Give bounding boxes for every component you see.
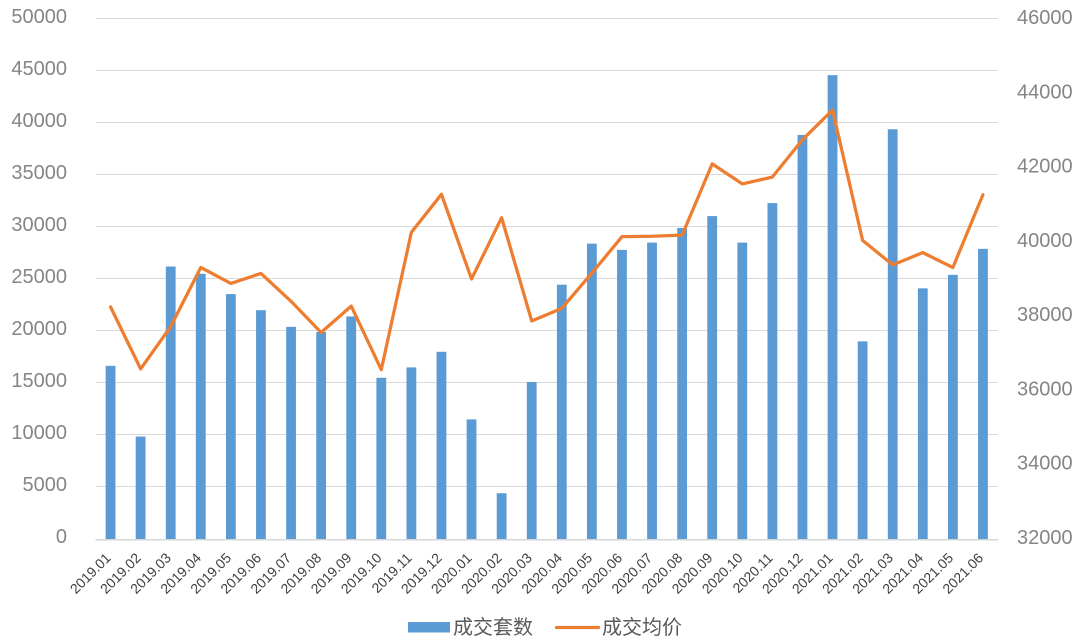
svg-text:46000: 46000	[1017, 7, 1073, 29]
svg-text:45000: 45000	[11, 58, 67, 80]
svg-text:36000: 36000	[1017, 378, 1073, 400]
svg-text:32000: 32000	[1017, 527, 1073, 549]
svg-text:15000: 15000	[11, 370, 67, 392]
svg-text:38000: 38000	[1017, 304, 1073, 326]
svg-text:30000: 30000	[11, 214, 67, 236]
svg-text:34000: 34000	[1017, 453, 1073, 475]
svg-text:50000: 50000	[11, 6, 67, 28]
svg-text:40000: 40000	[1017, 230, 1073, 252]
svg-text:成交均价: 成交均价	[602, 616, 682, 639]
svg-text:成交套数: 成交套数	[453, 616, 533, 639]
svg-text:40000: 40000	[11, 110, 67, 132]
svg-text:20000: 20000	[11, 318, 67, 340]
svg-text:0: 0	[56, 526, 67, 548]
svg-text:44000: 44000	[1017, 81, 1073, 103]
svg-text:42000: 42000	[1017, 156, 1073, 178]
svg-text:25000: 25000	[11, 266, 67, 288]
svg-text:10000: 10000	[11, 422, 67, 444]
svg-text:35000: 35000	[11, 162, 67, 184]
svg-text:5000: 5000	[23, 474, 68, 496]
